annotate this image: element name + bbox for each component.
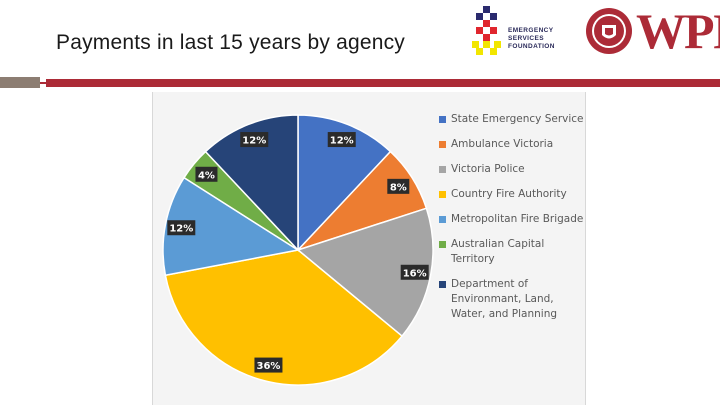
data-label-text: 12% xyxy=(169,224,193,235)
legend-item-ambulance-victoria: Ambulance Victoria xyxy=(439,137,585,152)
header-divider-red xyxy=(46,79,720,87)
wpi-wordmark: WPI xyxy=(636,3,720,59)
legend-item-department-of-environmant-land-water-and-planning: Department of Environmant, Land, Water, … xyxy=(439,277,585,322)
pie-slice-country-fire-authority xyxy=(164,249,404,386)
legend-label: Department of Environmant, Land, Water, … xyxy=(451,278,558,320)
legend-label: Australian Capital Territory xyxy=(451,238,545,265)
data-label-text: 8% xyxy=(390,182,407,193)
data-label-metropolitan-fire-brigade: 12% xyxy=(167,220,196,236)
legend-swatch xyxy=(439,191,446,198)
legend-swatch xyxy=(439,241,446,248)
slide-title: Payments in last 15 years by agency xyxy=(56,31,406,54)
pie-slice-state-emergency-service xyxy=(297,114,392,252)
data-label-victoria-police: 16% xyxy=(400,264,429,280)
legend-item-metropolitan-fire-brigade: Metropolitan Fire Brigade xyxy=(439,212,585,227)
esf-logo-text: EMERGENCY SERVICES FOUNDATION xyxy=(508,27,555,50)
data-label-australian-capital-territory: 4% xyxy=(195,166,218,182)
data-label-text: 12% xyxy=(330,136,354,147)
legend-swatch xyxy=(439,216,446,223)
data-label-ambulance-victoria: 8% xyxy=(387,178,410,194)
pie-slice-victoria-police xyxy=(296,207,434,338)
legend-item-state-emergency-service: State Emergency Service xyxy=(439,112,585,127)
pie-slice-metropolitan-fire-brigade xyxy=(162,176,301,277)
data-label-text: 36% xyxy=(256,361,280,372)
data-label-text: 16% xyxy=(403,268,427,279)
legend-swatch xyxy=(439,281,446,288)
legend-label: Metropolitan Fire Brigade xyxy=(451,213,584,225)
data-label-text: 12% xyxy=(242,136,266,147)
pie-slice-department-of-environmant-land-water-and-planning xyxy=(204,114,299,252)
legend-swatch xyxy=(439,116,446,123)
chart-legend: State Emergency Service Ambulance Victori… xyxy=(439,112,585,332)
legend-swatch xyxy=(439,141,446,148)
data-label-country-fire-authority: 36% xyxy=(254,357,283,373)
header-divider-grey xyxy=(0,77,40,88)
legend-item-victoria-police: Victoria Police xyxy=(439,162,585,177)
emergency-services-foundation-logo xyxy=(472,6,501,55)
pie-chart-panel: 12% 8% 16% 36% 12% 4% 12% State Emergency Serv… xyxy=(152,92,586,405)
data-label-text: 4% xyxy=(198,170,215,181)
legend-item-australian-capital-territory: Australian Capital Territory xyxy=(439,237,585,267)
wpi-seal-icon xyxy=(586,8,632,54)
data-label-state-emergency-service: 12% xyxy=(327,132,356,148)
legend-label: State Emergency Service xyxy=(451,113,584,125)
legend-label: Victoria Police xyxy=(451,163,525,175)
legend-item-country-fire-authority: Country Fire Authority xyxy=(439,187,585,202)
pie-chart: 12% 8% 16% 36% 12% 4% 12% xyxy=(162,114,434,386)
data-label-department-of-environmant-land-water-and-planning: 12% xyxy=(240,132,269,148)
legend-label: Country Fire Authority xyxy=(451,188,567,200)
legend-swatch xyxy=(439,166,446,173)
legend-label: Ambulance Victoria xyxy=(451,138,554,150)
